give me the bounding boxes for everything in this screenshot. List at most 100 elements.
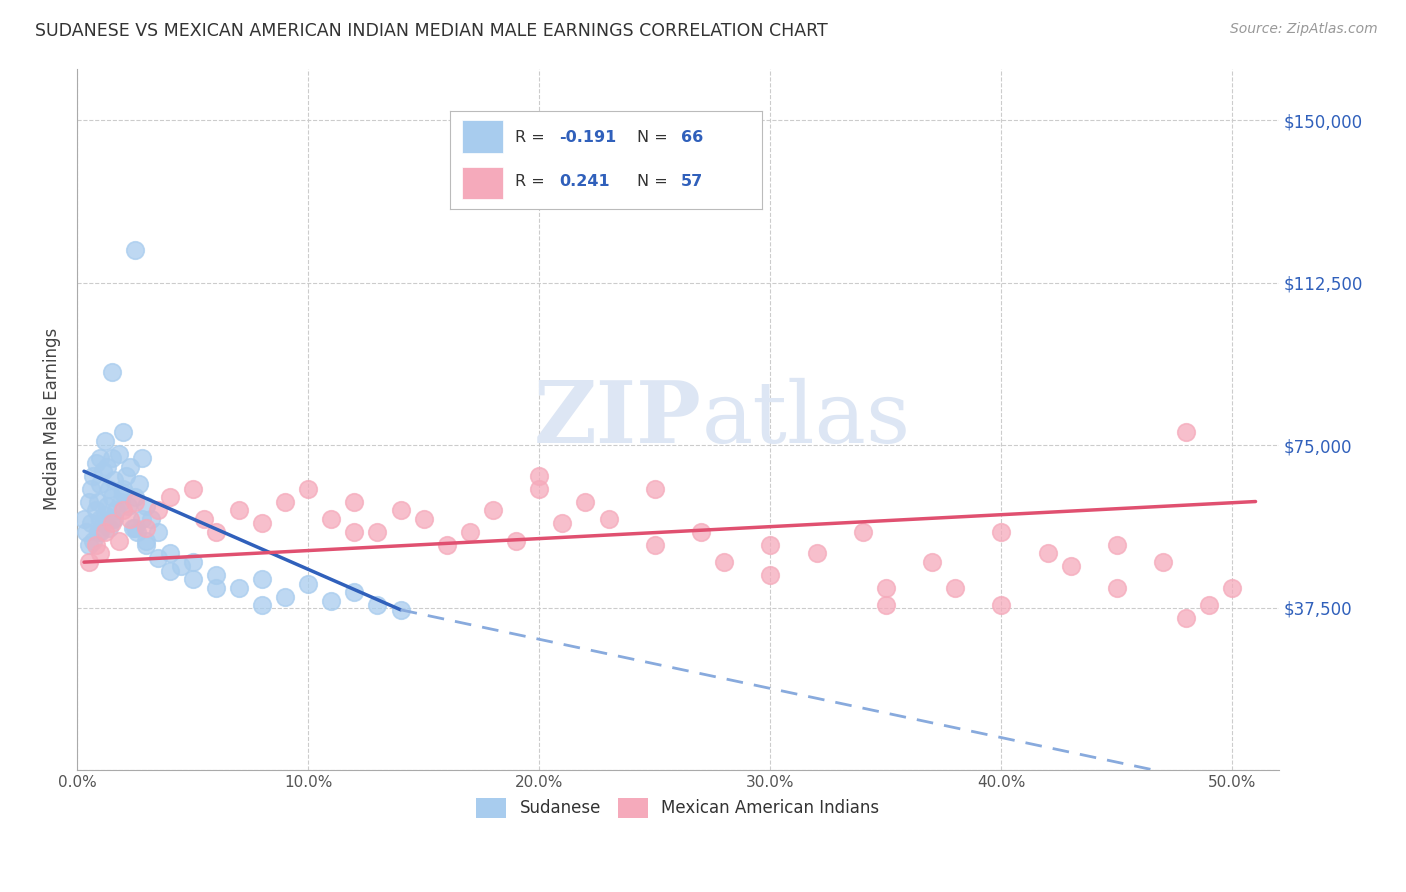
Point (89, 547, 111, 561)
Point (1152, 555, 1174, 569)
Point (806, 547, 828, 561)
Point (124, 520, 146, 534)
Point (204, 581, 226, 595)
Point (389, 503, 412, 517)
Point (103, 512, 125, 526)
Point (274, 590, 297, 604)
Point (713, 555, 735, 569)
Point (131, 451, 153, 466)
Point (89, 451, 111, 466)
Point (574, 494, 596, 508)
Point (98, 520, 121, 534)
Point (96, 459, 118, 474)
Point (107, 533, 129, 548)
Point (127, 524, 149, 539)
Point (91, 516, 114, 531)
Point (77, 494, 100, 508)
Point (96, 499, 118, 513)
Point (921, 555, 943, 569)
Point (1175, 611, 1198, 625)
Point (124, 494, 146, 508)
Point (89, 512, 111, 526)
Point (343, 524, 366, 539)
Point (159, 547, 181, 561)
Point (181, 555, 204, 569)
Point (366, 599, 388, 613)
Point (343, 585, 366, 599)
Point (120, 459, 142, 474)
Point (135, 538, 157, 552)
Point (990, 599, 1012, 613)
Point (135, 520, 157, 534)
Legend: Sudanese, Mexican American Indians: Sudanese, Mexican American Indians (470, 791, 886, 825)
Point (1060, 559, 1083, 574)
Point (321, 512, 343, 526)
Point (250, 573, 273, 587)
Point (250, 599, 273, 613)
Point (100, 512, 122, 526)
Point (87, 494, 110, 508)
Point (112, 486, 135, 500)
Point (112, 425, 135, 440)
Point (135, 533, 157, 548)
Point (100, 516, 122, 531)
Point (759, 538, 782, 552)
Point (458, 524, 481, 539)
Point (100, 365, 122, 379)
Point (875, 581, 897, 595)
Point (875, 599, 897, 613)
Point (110, 494, 132, 508)
Point (82, 468, 104, 483)
Point (297, 482, 319, 496)
Point (159, 490, 181, 504)
Point (112, 482, 135, 496)
Point (159, 564, 181, 578)
Point (128, 477, 150, 491)
Point (77, 555, 100, 569)
Point (94, 524, 117, 539)
Point (139, 512, 162, 526)
Point (146, 524, 169, 539)
Point (412, 512, 434, 526)
Point (112, 503, 135, 517)
Point (73, 512, 96, 526)
Point (100, 490, 122, 504)
Point (1105, 581, 1128, 595)
Point (181, 482, 204, 496)
Point (529, 482, 551, 496)
Point (321, 594, 343, 608)
Point (644, 538, 666, 552)
Point (852, 524, 875, 539)
Point (366, 524, 388, 539)
Text: Source: ZipAtlas.com: Source: ZipAtlas.com (1230, 22, 1378, 37)
Point (124, 244, 146, 258)
Point (297, 576, 319, 591)
Point (1198, 599, 1220, 613)
Point (598, 512, 620, 526)
Point (482, 503, 505, 517)
Point (181, 573, 204, 587)
Point (529, 468, 551, 483)
Point (343, 494, 366, 508)
Point (436, 538, 458, 552)
Text: ZIP: ZIP (534, 377, 702, 461)
Point (204, 524, 226, 539)
Point (131, 512, 153, 526)
Point (146, 550, 169, 565)
Point (121, 520, 143, 534)
Point (84, 538, 107, 552)
Point (193, 512, 215, 526)
Point (146, 503, 169, 517)
Point (114, 468, 136, 483)
Point (228, 503, 250, 517)
Point (990, 524, 1012, 539)
Point (135, 499, 157, 513)
Point (1105, 538, 1128, 552)
Point (94, 434, 117, 448)
Text: SUDANESE VS MEXICAN AMERICAN INDIAN MEDIAN MALE EARNINGS CORRELATION CHART: SUDANESE VS MEXICAN AMERICAN INDIAN MEDI… (35, 22, 828, 40)
Point (1175, 425, 1198, 440)
Point (505, 533, 527, 548)
Point (89, 524, 111, 539)
Point (644, 482, 666, 496)
Point (84, 456, 107, 470)
